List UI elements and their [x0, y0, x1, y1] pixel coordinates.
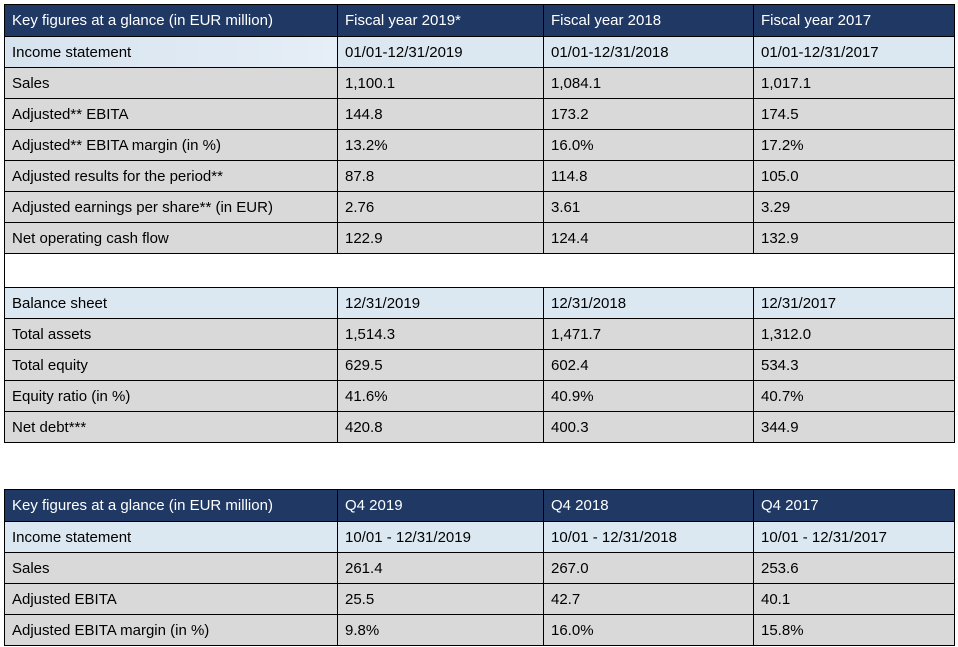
row-label: Adjusted** EBITA margin (in %): [4, 129, 338, 161]
value-cell: 40.9%: [543, 380, 754, 412]
table-row: Sales 261.4 267.0 253.6: [4, 552, 955, 584]
value-cell: 173.2: [543, 98, 754, 130]
value-cell: 344.9: [753, 411, 955, 443]
row-label: Net debt***: [4, 411, 338, 443]
period-cell: 12/31/2017: [753, 287, 955, 319]
value-cell: 400.3: [543, 411, 754, 443]
value-cell: 87.8: [337, 160, 544, 192]
value-cell: 25.5: [337, 583, 544, 615]
table-row: Sales 1,100.1 1,084.1 1,017.1: [4, 67, 955, 99]
section-row-balance-sheet: Balance sheet 12/31/2019 12/31/2018 12/3…: [4, 287, 955, 319]
value-cell: 1,084.1: [543, 67, 754, 99]
table-row: Total assets 1,514.3 1,471.7 1,312.0: [4, 318, 955, 350]
section-label: Income statement: [4, 36, 338, 68]
header-cell: Q4 2018: [543, 489, 754, 522]
value-cell: 1,471.7: [543, 318, 754, 350]
value-cell: 16.0%: [543, 614, 754, 646]
section-row-income-statement: Income statement 01/01-12/31/2019 01/01-…: [4, 36, 955, 68]
row-label: Adjusted earnings per share** (in EUR): [4, 191, 338, 223]
header-cell: Key figures at a glance (in EUR million): [4, 489, 338, 522]
value-cell: 420.8: [337, 411, 544, 443]
value-cell: 124.4: [543, 222, 754, 254]
value-cell: 16.0%: [543, 129, 754, 161]
value-cell: 3.29: [753, 191, 955, 223]
value-cell: 1,100.1: [337, 67, 544, 99]
header-cell: Q4 2017: [753, 489, 955, 522]
period-cell: 10/01 - 12/31/2017: [753, 521, 955, 553]
table-row: Adjusted EBITA margin (in %) 9.8% 16.0% …: [4, 614, 955, 646]
value-cell: 174.5: [753, 98, 955, 130]
value-cell: 42.7: [543, 583, 754, 615]
table-row: Equity ratio (in %) 41.6% 40.9% 40.7%: [4, 380, 955, 412]
row-label: Adjusted EBITA: [4, 583, 338, 615]
row-label: Total equity: [4, 349, 338, 381]
value-cell: 534.3: [753, 349, 955, 381]
period-cell: 12/31/2019: [337, 287, 544, 319]
value-cell: 2.76: [337, 191, 544, 223]
value-cell: 41.6%: [337, 380, 544, 412]
table-row: Net operating cash flow 122.9 124.4 132.…: [4, 222, 955, 254]
row-label: Equity ratio (in %): [4, 380, 338, 412]
period-cell: 01/01-12/31/2019: [337, 36, 544, 68]
value-cell: 40.7%: [753, 380, 955, 412]
section-label: Balance sheet: [4, 287, 338, 319]
value-cell: 122.9: [337, 222, 544, 254]
value-cell: 13.2%: [337, 129, 544, 161]
row-label: Adjusted** EBITA: [4, 98, 338, 130]
value-cell: 17.2%: [753, 129, 955, 161]
table-row: Adjusted** EBITA margin (in %) 13.2% 16.…: [4, 129, 955, 161]
value-cell: 132.9: [753, 222, 955, 254]
quarterly-key-figures-table: Key figures at a glance (in EUR million)…: [4, 489, 955, 646]
value-cell: 629.5: [337, 349, 544, 381]
value-cell: 105.0: [753, 160, 955, 192]
value-cell: 15.8%: [753, 614, 955, 646]
period-cell: 10/01 - 12/31/2019: [337, 521, 544, 553]
value-cell: 3.61: [543, 191, 754, 223]
value-cell: 40.1: [753, 583, 955, 615]
annual-key-figures-table: Key figures at a glance (in EUR million)…: [4, 4, 955, 443]
value-cell: 261.4: [337, 552, 544, 584]
row-label: Total assets: [4, 318, 338, 350]
section-row-income-statement: Income statement 10/01 - 12/31/2019 10/0…: [4, 521, 955, 553]
value-cell: 1,312.0: [753, 318, 955, 350]
header-cell: Fiscal year 2017: [753, 4, 955, 37]
spacer-row: [4, 253, 955, 288]
period-cell: 10/01 - 12/31/2018: [543, 521, 754, 553]
value-cell: 144.8: [337, 98, 544, 130]
value-cell: 253.6: [753, 552, 955, 584]
table-row: Net debt*** 420.8 400.3 344.9: [4, 411, 955, 443]
header-cell: Key figures at a glance (in EUR million): [4, 4, 338, 37]
table-row: Adjusted earnings per share** (in EUR) 2…: [4, 191, 955, 223]
section-label: Income statement: [4, 521, 338, 553]
value-cell: 1,514.3: [337, 318, 544, 350]
row-label: Net operating cash flow: [4, 222, 338, 254]
period-cell: 01/01-12/31/2018: [543, 36, 754, 68]
period-cell: 01/01-12/31/2017: [753, 36, 955, 68]
row-label: Sales: [4, 67, 338, 99]
table-row: Adjusted EBITA 25.5 42.7 40.1: [4, 583, 955, 615]
value-cell: 9.8%: [337, 614, 544, 646]
table-row: Total equity 629.5 602.4 534.3: [4, 349, 955, 381]
value-cell: 1,017.1: [753, 67, 955, 99]
table-header-row: Key figures at a glance (in EUR million)…: [4, 4, 955, 37]
value-cell: 114.8: [543, 160, 754, 192]
value-cell: 602.4: [543, 349, 754, 381]
table-header-row: Key figures at a glance (in EUR million)…: [4, 489, 955, 522]
header-cell: Fiscal year 2019*: [337, 4, 544, 37]
period-cell: 12/31/2018: [543, 287, 754, 319]
header-cell: Fiscal year 2018: [543, 4, 754, 37]
value-cell: 267.0: [543, 552, 754, 584]
header-cell: Q4 2019: [337, 489, 544, 522]
row-label: Adjusted EBITA margin (in %): [4, 614, 338, 646]
table-row: Adjusted** EBITA 144.8 173.2 174.5: [4, 98, 955, 130]
table-row: Adjusted results for the period** 87.8 1…: [4, 160, 955, 192]
row-label: Adjusted results for the period**: [4, 160, 338, 192]
spacer-cell: [4, 253, 955, 288]
row-label: Sales: [4, 552, 338, 584]
